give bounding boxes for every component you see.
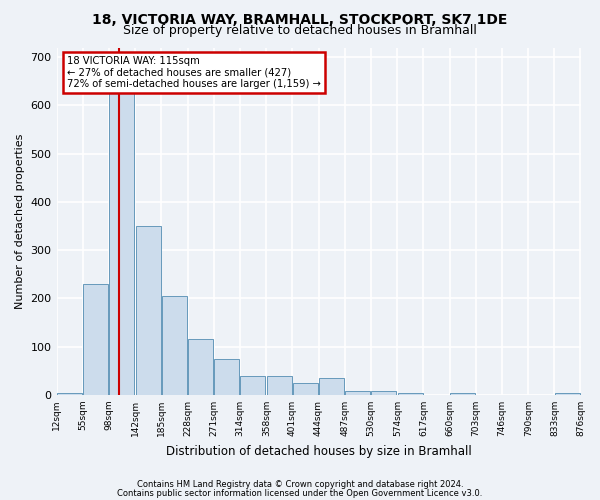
Text: Size of property relative to detached houses in Bramhall: Size of property relative to detached ho… — [123, 24, 477, 37]
Bar — [188, 340, 214, 395]
Bar — [266, 376, 292, 395]
Bar — [345, 391, 370, 395]
Bar — [555, 392, 580, 395]
Bar — [136, 226, 161, 395]
Bar — [240, 376, 265, 395]
Bar — [162, 296, 187, 395]
Bar — [83, 284, 109, 395]
Bar — [371, 391, 397, 395]
Bar — [293, 383, 318, 395]
Bar — [109, 67, 134, 395]
Bar — [450, 392, 475, 395]
Bar — [398, 392, 423, 395]
X-axis label: Distribution of detached houses by size in Bramhall: Distribution of detached houses by size … — [166, 444, 472, 458]
Bar — [319, 378, 344, 395]
Text: 18, VICTORIA WAY, BRAMHALL, STOCKPORT, SK7 1DE: 18, VICTORIA WAY, BRAMHALL, STOCKPORT, S… — [92, 12, 508, 26]
Y-axis label: Number of detached properties: Number of detached properties — [15, 134, 25, 309]
Text: Contains HM Land Registry data © Crown copyright and database right 2024.: Contains HM Land Registry data © Crown c… — [137, 480, 463, 489]
Bar — [214, 358, 239, 395]
Text: Contains public sector information licensed under the Open Government Licence v3: Contains public sector information licen… — [118, 488, 482, 498]
Bar — [57, 392, 82, 395]
Text: 18 VICTORIA WAY: 115sqm
← 27% of detached houses are smaller (427)
72% of semi-d: 18 VICTORIA WAY: 115sqm ← 27% of detache… — [67, 56, 321, 90]
